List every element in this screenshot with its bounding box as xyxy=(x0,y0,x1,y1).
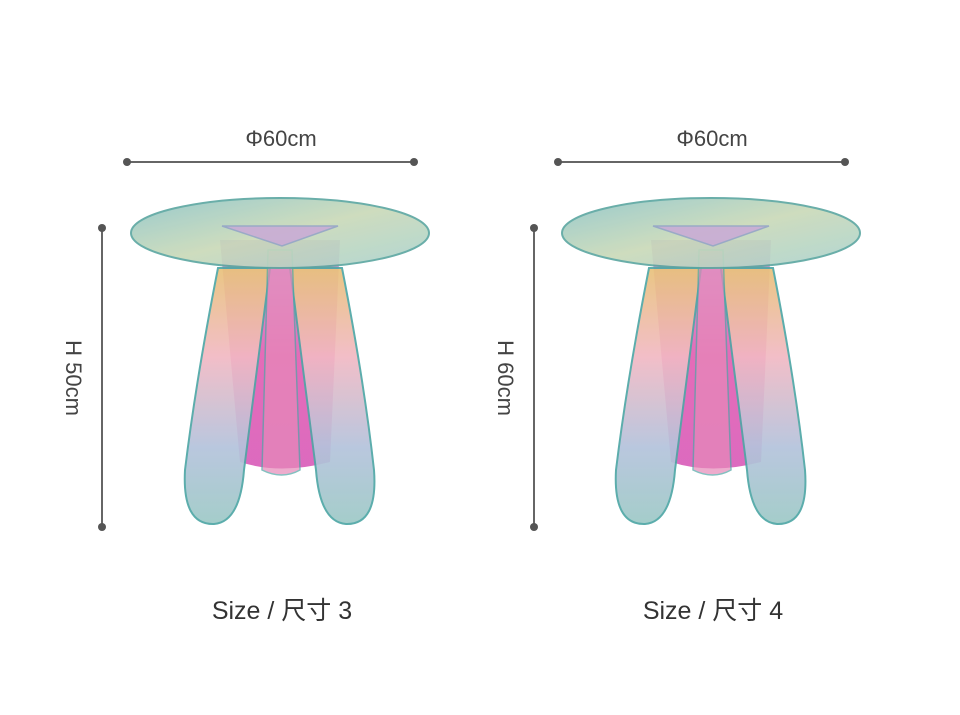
caption: Size / 尺寸 4 xyxy=(643,597,783,625)
dot xyxy=(410,158,418,166)
height-label: H 60cm xyxy=(493,340,518,416)
width-label: Φ60cm xyxy=(245,126,316,151)
dot xyxy=(554,158,562,166)
dot xyxy=(530,523,538,531)
dot xyxy=(98,224,106,232)
product-1: Φ60cm H 50cm Size / 尺寸 3 xyxy=(61,126,430,625)
width-label: Φ60cm xyxy=(676,126,747,151)
dot xyxy=(841,158,849,166)
caption: Size / 尺寸 3 xyxy=(212,597,352,625)
dot xyxy=(98,523,106,531)
dot xyxy=(123,158,131,166)
table-image xyxy=(130,197,430,526)
table-image xyxy=(561,197,861,526)
dot xyxy=(530,224,538,232)
height-label: H 50cm xyxy=(61,340,86,416)
product-2: Φ60cm H 60cm Size / 尺寸 4 xyxy=(493,126,861,625)
